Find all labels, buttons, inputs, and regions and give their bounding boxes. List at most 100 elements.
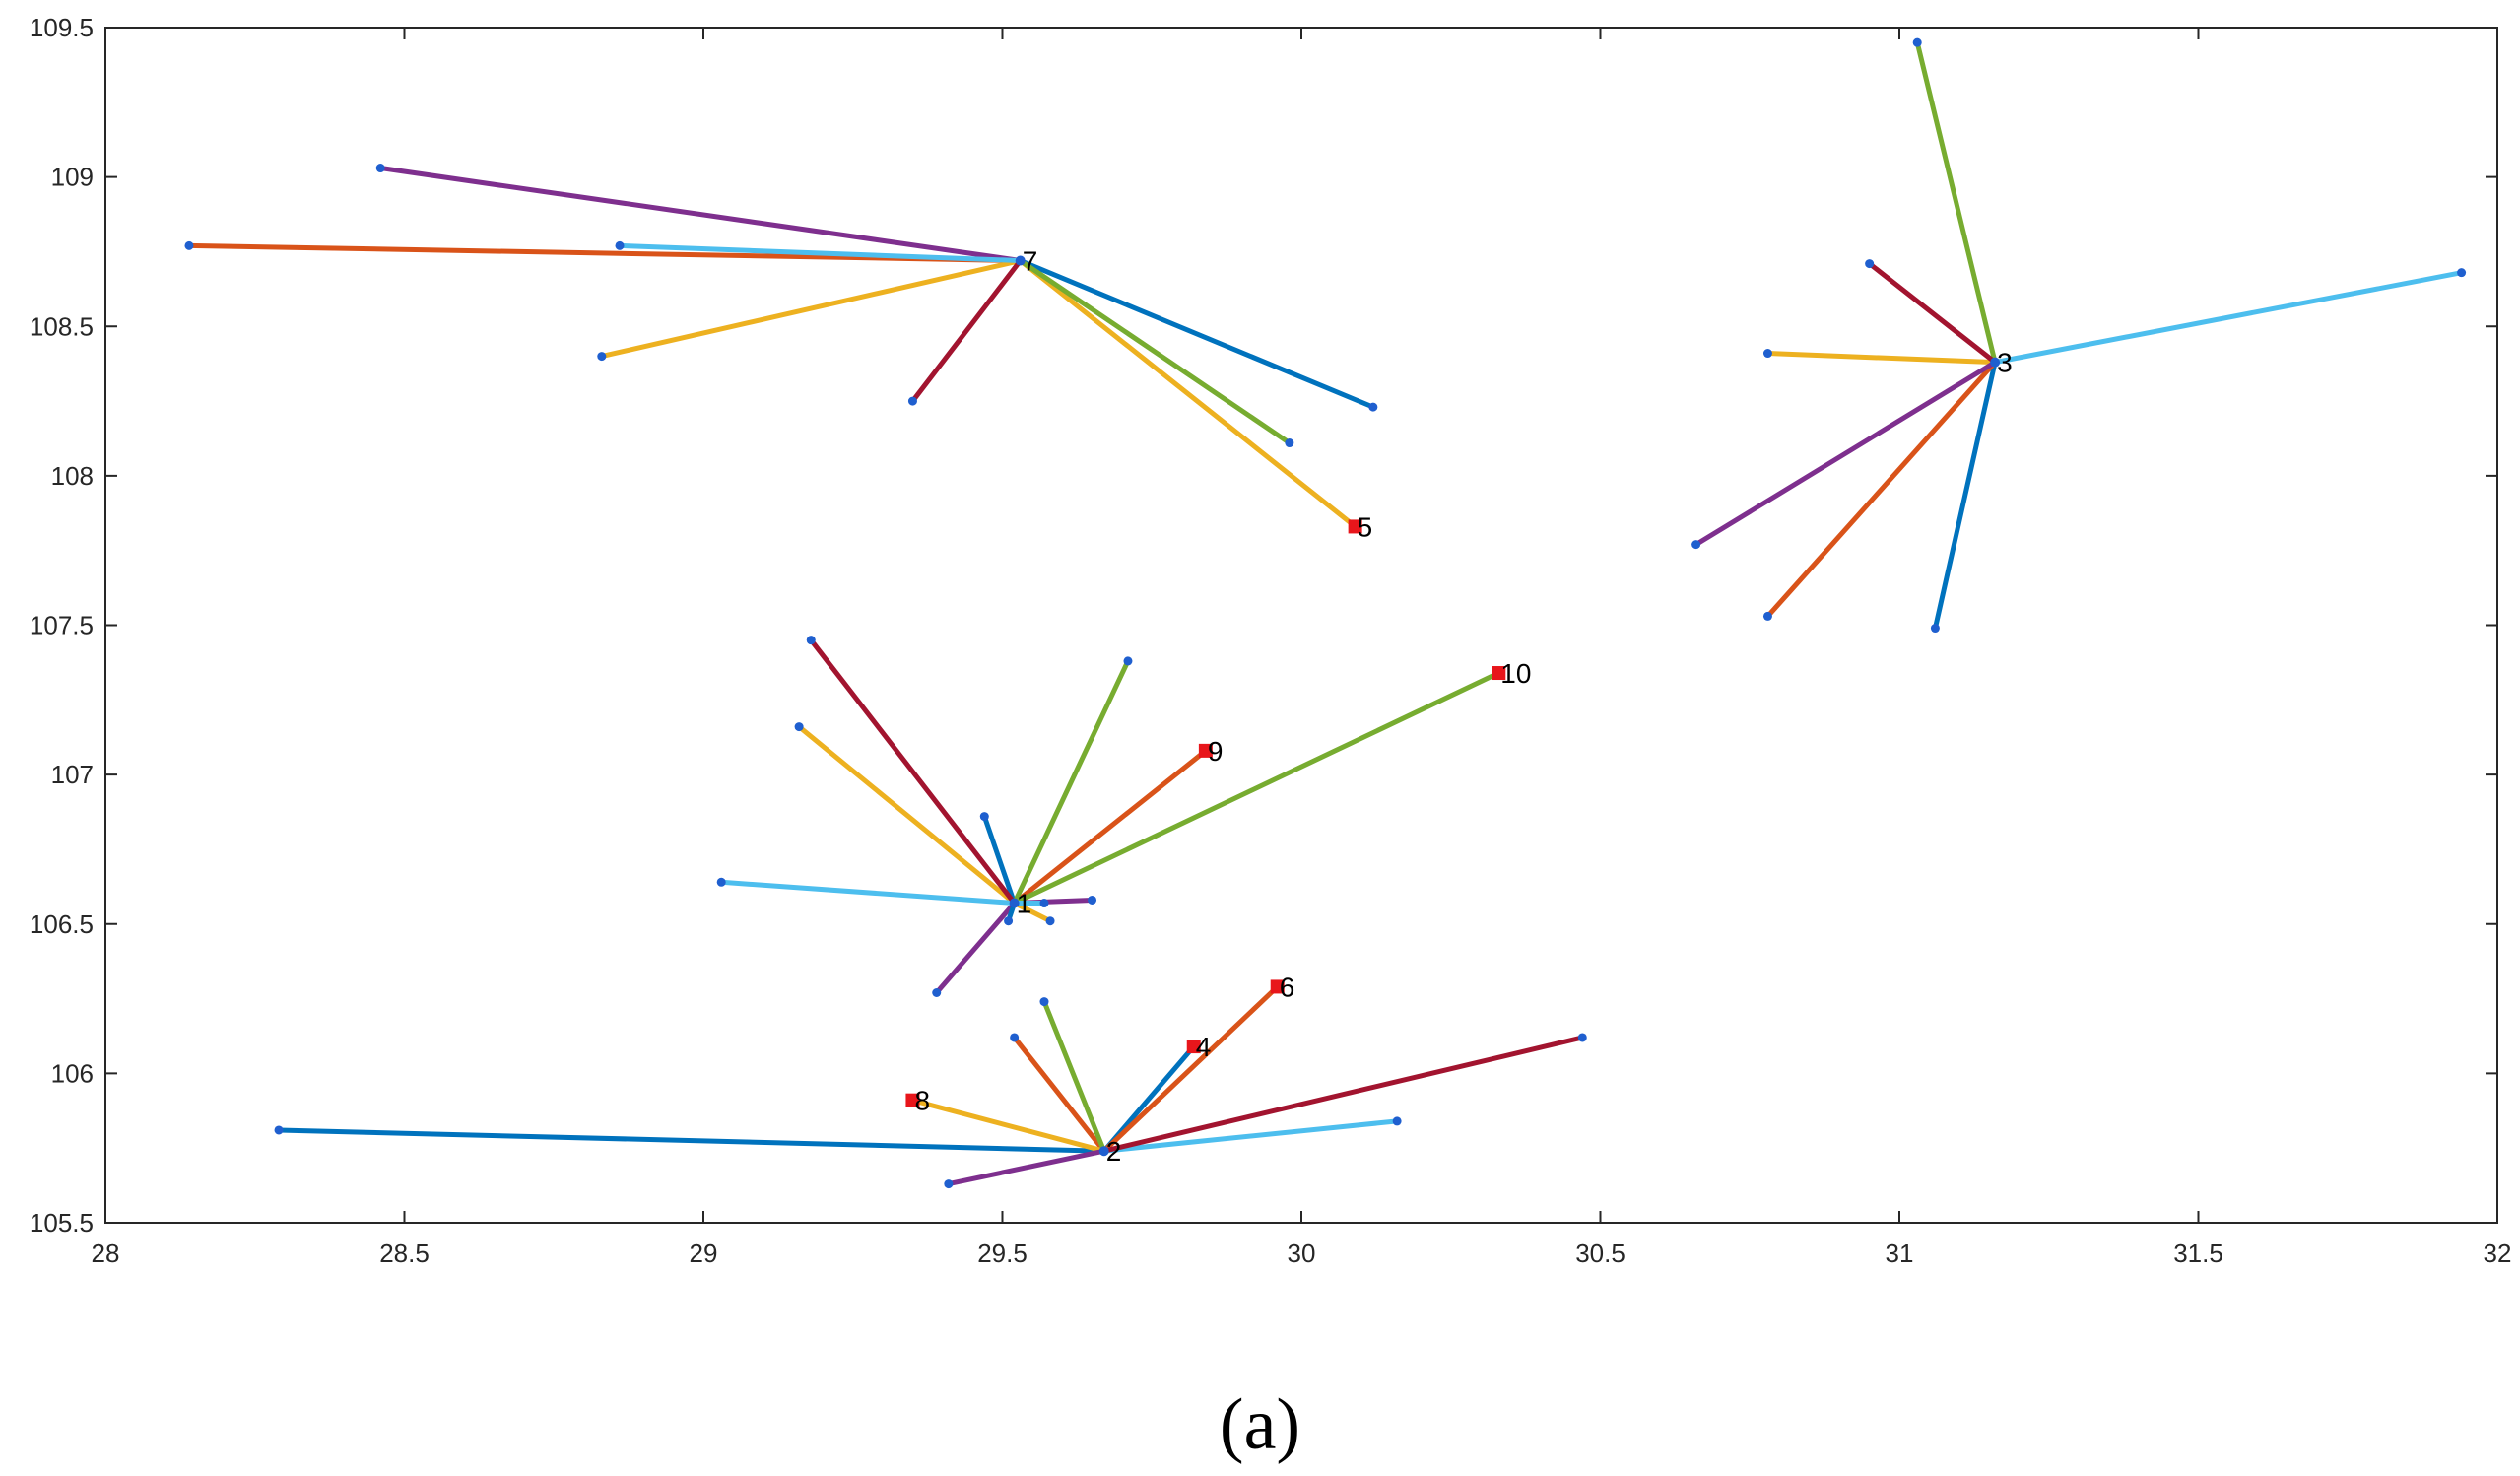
x-tick-label: 29 (690, 1239, 718, 1268)
link-line-hub-1 (808, 637, 1018, 906)
link-endpoint (932, 987, 942, 997)
y-tick-label: 106 (51, 1058, 94, 1088)
link-endpoint (1392, 1116, 1402, 1126)
node-marker-9 (1198, 743, 1213, 758)
link-line-hub-1 (796, 724, 1018, 906)
link-endpoint (1691, 540, 1701, 550)
link-endpoint (907, 396, 917, 406)
link-line-hub-7 (1018, 258, 1293, 446)
node-marker-6 (1270, 979, 1285, 994)
link-endpoint (1930, 624, 1940, 634)
node-marker-5 (1348, 519, 1362, 534)
link-line-hub-1 (934, 901, 1018, 995)
link-line-hub-1 (1012, 901, 1053, 924)
link-line-hub-1 (1012, 658, 1131, 906)
link-endpoint (1039, 997, 1049, 1007)
link-endpoint (944, 1179, 954, 1189)
link-endpoint (597, 352, 607, 362)
link-line-hub-1 (1012, 670, 1501, 906)
link-line-hub-2 (1012, 1035, 1107, 1154)
y-tick-label: 108 (51, 461, 94, 491)
link-line-hub-7 (617, 242, 1024, 264)
y-tick-label: 107 (51, 760, 94, 789)
link-line-hub-3 (1764, 360, 1998, 619)
y-tick-label: 107.5 (30, 611, 94, 640)
link-line-hub-2 (1101, 1118, 1400, 1154)
node-label-6: 6 (1280, 972, 1295, 1002)
hub-point-3 (1990, 357, 2001, 368)
links-layer (186, 39, 2465, 1187)
link-line-hub-3 (1932, 360, 1998, 632)
link-endpoint (1004, 916, 1014, 926)
link-endpoint (615, 240, 625, 250)
link-line-hub-7 (1018, 258, 1376, 410)
ticks-layer: 28 28.5 29 29.5 30 30.5 31 31.5 32105.5106106.51… (30, 13, 2512, 1268)
node-marker-10 (1492, 666, 1506, 681)
x-tick-label: 30 (1288, 1239, 1316, 1268)
link-line-hub-1 (981, 814, 1018, 906)
link-endpoint (1912, 37, 1922, 47)
link-line-hub-2 (276, 1127, 1107, 1154)
link-line-hub-7 (377, 166, 1024, 264)
link-endpoint (1865, 259, 1875, 269)
link-line-hub-1 (718, 879, 1018, 906)
node-label-10: 10 (1500, 658, 1531, 689)
link-endpoint (1762, 349, 1772, 359)
link-line-hub-7 (1018, 258, 1359, 529)
link-endpoint (1368, 402, 1378, 412)
hub-point-7 (1015, 255, 1026, 266)
link-endpoint (375, 164, 385, 173)
node-marker-8 (905, 1093, 920, 1107)
link-endpoint (274, 1125, 284, 1135)
link-endpoint (1577, 1033, 1587, 1042)
link-line-hub-7 (599, 258, 1024, 360)
node-marker-4 (1186, 1040, 1201, 1054)
node-label-8: 8 (914, 1086, 930, 1116)
link-line-hub-2 (946, 1148, 1107, 1187)
link-line-hub-7 (909, 258, 1024, 404)
hub-point-2 (1098, 1146, 1109, 1157)
link-endpoint (2457, 268, 2467, 278)
link-endpoint (1045, 916, 1055, 926)
link-endpoint (716, 877, 726, 887)
link-line-hub-7 (186, 242, 1024, 264)
link-endpoint (1088, 895, 1097, 905)
link-endpoint (184, 240, 194, 250)
y-tick-label: 106.5 (30, 909, 94, 939)
node-label-9: 9 (1208, 736, 1224, 767)
link-line-hub-1 (1012, 748, 1209, 906)
node-label-5: 5 (1358, 511, 1373, 542)
x-tick-label: 32 (2484, 1239, 2512, 1268)
node-label-4: 4 (1196, 1032, 1212, 1062)
hub-label-2: 2 (1106, 1136, 1122, 1167)
link-endpoint (1123, 656, 1133, 666)
link-endpoint (1039, 899, 1049, 908)
x-tick-label: 28.5 (379, 1239, 430, 1268)
link-endpoint (794, 722, 804, 732)
link-line-hub-3 (1764, 351, 1998, 366)
link-line-hub-3 (1867, 261, 1998, 366)
link-endpoint (1762, 611, 1772, 621)
link-line-hub-2 (909, 1098, 1107, 1154)
link-line-hub-2 (1041, 999, 1107, 1154)
hub-label-1: 1 (1017, 889, 1032, 919)
x-tick-label: 30.5 (1575, 1239, 1625, 1268)
link-endpoint (1285, 438, 1294, 448)
hub-point-1 (1009, 898, 1020, 908)
y-tick-label: 105.5 (30, 1208, 94, 1238)
link-endpoint (1010, 1033, 1020, 1042)
link-line-hub-2 (1101, 983, 1281, 1154)
x-tick-label: 31.5 (2173, 1239, 2223, 1268)
x-tick-label: 29.5 (977, 1239, 1028, 1268)
x-tick-label: 31 (1886, 1239, 1914, 1268)
link-line-hub-3 (1914, 39, 1998, 366)
y-tick-label: 109.5 (30, 13, 94, 42)
link-endpoint (979, 812, 989, 822)
link-line-hub-3 (1693, 360, 1998, 548)
y-tick-label: 108.5 (30, 311, 94, 341)
labels-layer: 9 10 1 4 6 8 2 3 5 7 (914, 246, 2012, 1168)
axes-box (104, 27, 2498, 1224)
link-line-hub-2 (1101, 1035, 1585, 1154)
x-tick-label: 28 (92, 1239, 120, 1268)
